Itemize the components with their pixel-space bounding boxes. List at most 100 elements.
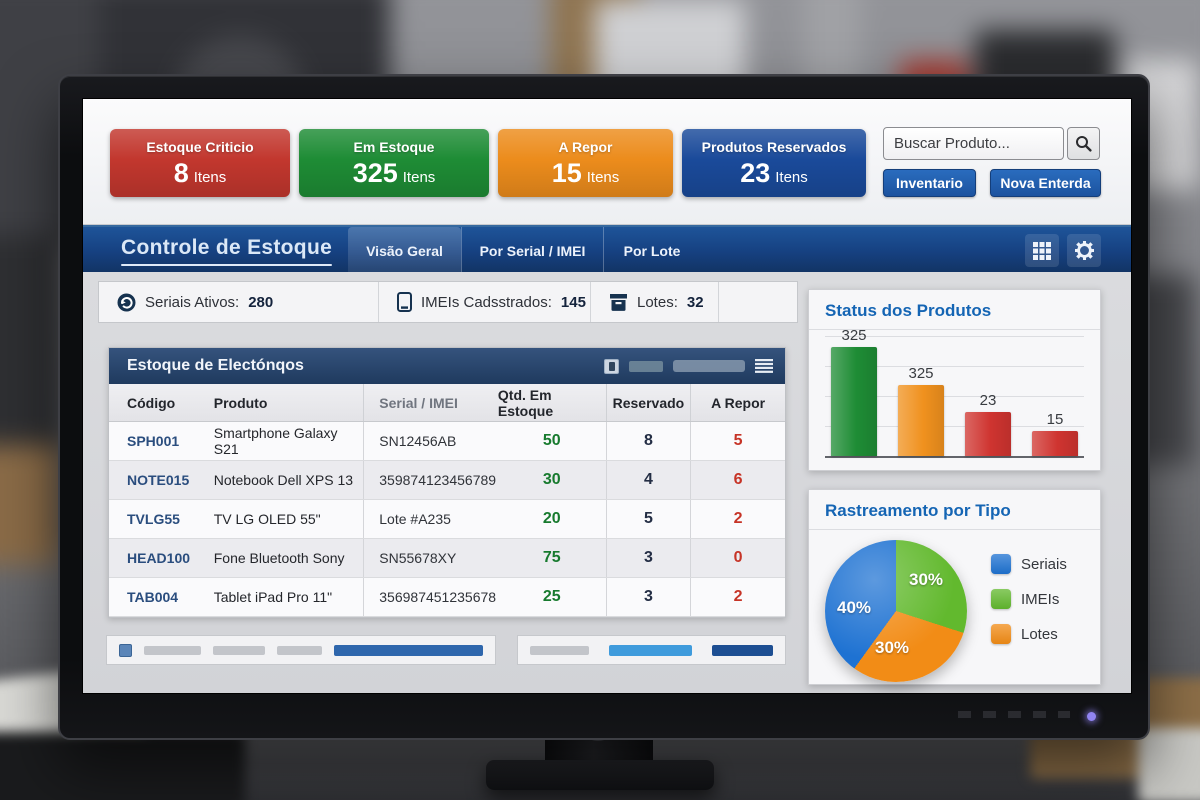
cell-reserved: 4 — [605, 461, 691, 499]
search-input[interactable] — [883, 127, 1064, 160]
card-title: Produtos Reservados — [701, 139, 847, 155]
card-value: 8 — [173, 158, 189, 188]
stat-label: Seriais Ativos: — [145, 293, 240, 311]
bar-value-label: 23 — [979, 392, 997, 409]
tab-por-lote[interactable]: Por Lote — [603, 227, 700, 274]
legend-swatch-seriais — [991, 554, 1011, 574]
cell-stock: 50 — [542, 432, 561, 449]
cell-product: Tablet iPad Pro 11" — [213, 589, 333, 605]
cell-serial: 356987451235678 — [363, 578, 498, 616]
stat-lotes: Lotes: 32 — [591, 282, 719, 322]
bar-value-label: 15 — [1046, 411, 1064, 428]
cell-repor: 5 — [690, 422, 785, 460]
gear-icon — [1074, 241, 1094, 260]
grid-view-button[interactable] — [1025, 234, 1059, 267]
inventory-table: Estoque de Electónqos Código Produto Ser… — [108, 347, 786, 618]
card-a-repor[interactable]: A Repor 15 Itens — [498, 129, 673, 197]
card-value: 325 — [352, 158, 398, 188]
card-unit: Itens — [193, 169, 227, 186]
stats-bar: Seriais Ativos: 280 IMEIs Cadsstrados: 1… — [98, 281, 798, 323]
panel-title: Status dos Produtos — [809, 290, 1100, 330]
cell-reserved: 8 — [605, 422, 691, 460]
search-button[interactable] — [1067, 127, 1100, 160]
table-title: Estoque de Electónqos — [127, 357, 304, 374]
cell-code: TVLG55 — [127, 511, 180, 527]
bar-value-label: 325 — [841, 327, 867, 344]
grid-icon — [1033, 241, 1051, 260]
cell-serial: Lote #A235 — [363, 500, 498, 538]
pagination-toolbar — [517, 635, 786, 665]
footer-button-placeholder[interactable] — [608, 644, 693, 656]
card-value-row: 23 Itens — [682, 158, 866, 189]
bar-column: 325 — [898, 365, 944, 456]
card-estoque-critico[interactable]: Estoque Criticio 8 Itens — [110, 129, 290, 197]
footer-placeholder — [143, 645, 202, 655]
bar-chart-plot: 325 325 23 15 — [825, 327, 1084, 458]
cell-code: NOTE015 — [127, 472, 190, 488]
card-produtos-reservados[interactable]: Produtos Reservados 23 Itens — [682, 129, 866, 197]
summary-cards: Estoque Criticio 8 Itens Em Estoque 325 It… — [110, 129, 866, 197]
legend-swatch-imeis — [991, 589, 1011, 609]
cell-repor: 2 — [690, 578, 785, 616]
pie-legend: Seriais IMEIs Lotes — [991, 554, 1067, 682]
table-row[interactable]: TVLG55 TV LG OLED 55" Lote #A235 20 5 2 — [109, 500, 785, 539]
table-header-row: Código Produto Serial / IMEI Qtd. Em Est… — [109, 384, 785, 422]
table-row[interactable]: HEAD100 Fone Bluetooth Sony SN55678XY 75… — [109, 539, 785, 578]
cell-serial: SN12456AB — [363, 422, 498, 460]
card-unit: Itens — [402, 169, 436, 186]
card-title: A Repor — [558, 139, 613, 155]
refresh-circle-icon — [117, 293, 136, 311]
legend-item-lotes: Lotes — [991, 624, 1067, 644]
cell-product: TV LG OLED 55" — [213, 511, 321, 527]
bar — [1032, 431, 1078, 456]
legend-label: IMEIs — [1021, 590, 1060, 608]
monitor-control-buttons[interactable] — [958, 711, 1070, 718]
navbar: Controle de Estoque Visão Geral Por Seri… — [83, 225, 1131, 274]
footer-checkbox-placeholder[interactable] — [119, 643, 132, 657]
cell-stock: 30 — [542, 471, 561, 488]
settings-button[interactable] — [1067, 234, 1101, 267]
cell-reserved: 3 — [605, 578, 691, 616]
cell-product: Smartphone Galaxy S21 — [213, 425, 338, 457]
cell-code: HEAD100 — [127, 550, 191, 566]
cell-stock: 75 — [542, 549, 561, 566]
table-row[interactable]: NOTE015 Notebook Dell XPS 13 35987412345… — [109, 461, 785, 500]
nova-entrada-button[interactable]: Nova Enterda — [990, 169, 1101, 197]
legend-label: Lotes — [1021, 625, 1058, 643]
background-wood-shelf-left — [0, 445, 60, 565]
dashboard-screen: Estoque Criticio 8 Itens Em Estoque 325 It… — [82, 98, 1132, 694]
nav-tabs: Visão Geral Por Serial / IMEI Por Lote — [348, 227, 700, 274]
search-cluster: Inventario Nova Enterda — [883, 127, 1103, 197]
pie-chart: 40% 30% 30% — [825, 540, 967, 682]
table-row[interactable]: SPH001 Smartphone Galaxy S21 SN12456AB 5… — [109, 422, 785, 461]
table-toolbar — [604, 358, 773, 374]
bar — [898, 385, 944, 456]
cell-serial: SN55678XY — [363, 539, 498, 577]
bar — [831, 347, 877, 456]
hamburger-menu-icon[interactable] — [755, 359, 773, 373]
pie-slice-label-imeis: 30% — [909, 570, 944, 589]
window-icon[interactable] — [604, 358, 619, 374]
rastreamento-por-tipo-panel: Rastreamento por Tipo 40% 30% 30% Seriai… — [808, 489, 1101, 685]
tab-visao-geral[interactable]: Visão Geral — [348, 227, 461, 274]
footer-placeholder — [530, 645, 589, 655]
toolbar-placeholder-long — [673, 360, 745, 372]
table-titlebar: Estoque de Electónqos — [109, 348, 785, 384]
inventario-button[interactable]: Inventario — [883, 169, 976, 197]
column-header-a-repor: A Repor — [690, 384, 785, 421]
stat-value: 32 — [686, 293, 704, 311]
card-em-estoque[interactable]: Em Estoque 325 Itens — [299, 129, 489, 197]
table-row[interactable]: TAB004 Tablet iPad Pro 11" 3569874512356… — [109, 578, 785, 617]
stat-seriais-ativos: Seriais Ativos: 280 — [99, 282, 379, 322]
cell-product: Fone Bluetooth Sony — [213, 550, 345, 566]
footer-placeholder — [276, 645, 323, 655]
cell-code: TAB004 — [127, 589, 179, 605]
tab-por-serial-imei[interactable]: Por Serial / IMEI — [461, 227, 603, 274]
stat-imeis-cadastrados: IMEIs Cadsstrados: 145 — [379, 282, 591, 322]
footer-button-placeholder[interactable] — [712, 644, 773, 656]
card-value-row: 8 Itens — [110, 158, 290, 189]
cell-code: SPH001 — [127, 433, 180, 449]
bar — [965, 412, 1011, 456]
pie-slice-label-seriais: 40% — [837, 598, 872, 617]
stat-label: IMEIs Cadsstrados: — [421, 293, 552, 311]
